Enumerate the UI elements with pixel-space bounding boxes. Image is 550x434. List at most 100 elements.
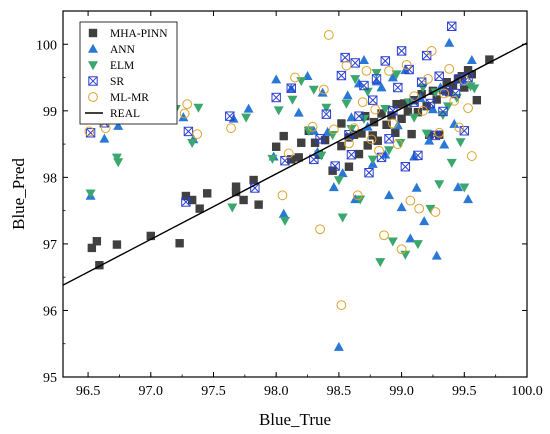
data-point-ann (243, 103, 254, 113)
data-point-ann (99, 133, 110, 143)
data-point-ann (308, 125, 319, 135)
data-point-elm (287, 95, 298, 105)
data-point-ml-mr (449, 95, 460, 106)
data-point-elm (384, 146, 395, 156)
data-point-elm (469, 84, 480, 94)
data-point-ml-mr (290, 72, 300, 83)
data-point-sr (416, 77, 427, 87)
data-point-ann (411, 182, 422, 192)
data-point-ml-mr (444, 63, 455, 74)
legend-label-real: REAL (110, 108, 140, 120)
data-point-elm (193, 103, 204, 113)
data-point-mha-pinn (357, 129, 366, 138)
data-point-elm (358, 115, 369, 125)
x-tick-label: 96.5 (76, 384, 101, 399)
data-point-ml-mr (396, 244, 407, 255)
data-point-mha-pinn (271, 142, 281, 151)
data-point-mha-pinn (382, 120, 391, 129)
data-point-mha-pinn (231, 187, 241, 197)
data-point-ann (449, 118, 460, 128)
data-point-ml-mr (434, 127, 445, 138)
data-point-mha-pinn (231, 182, 241, 191)
data-point-mha-pinn (337, 119, 346, 128)
data-point-mha-pinn (391, 128, 400, 137)
data-point-ann (384, 190, 395, 200)
legend-marker-mha-pinn (88, 28, 98, 38)
data-point-ml-mr (466, 151, 477, 161)
data-point-sr (393, 82, 403, 93)
data-point-ml-mr (357, 97, 368, 108)
data-point-mha-pinn (254, 200, 263, 209)
data-point-mha-pinn (146, 231, 155, 241)
data-point-ann (424, 135, 435, 145)
data-point-ann (317, 87, 328, 97)
data-point-sr (350, 58, 360, 68)
legend-label-mha-pinn: MHA-PINN (110, 28, 168, 40)
data-point-elm (350, 75, 361, 85)
data-point-sr (183, 126, 194, 137)
y-tick-label: 97 (43, 238, 57, 253)
data-point-ml-mr (307, 121, 318, 132)
data-point-mha-pinn (349, 130, 359, 139)
legend-marker-ml-mr (88, 92, 98, 102)
plot-area (63, 21, 527, 351)
data-point-ml-mr (328, 124, 339, 135)
reference-line-real (63, 42, 527, 286)
data-point-ann (419, 216, 430, 226)
y-axis-label: Blue_Pred (9, 158, 28, 230)
data-point-ann (113, 120, 124, 130)
data-point-ml-mr (379, 230, 389, 241)
data-point-mha-pinn (424, 130, 434, 139)
y-tick-label: 96 (43, 304, 57, 319)
data-point-ann (405, 233, 416, 243)
data-point-elm (375, 258, 386, 268)
data-point-mha-pinn (112, 240, 122, 249)
data-point-elm (421, 129, 432, 139)
legend-marker-elm (88, 61, 98, 71)
data-point-elm (355, 195, 366, 205)
data-point-mha-pinn (460, 83, 469, 92)
data-point-ann (439, 139, 450, 149)
x-tick-label: 99.0 (389, 384, 414, 399)
data-point-ann (353, 78, 364, 88)
data-point-mha-pinn (399, 99, 409, 108)
data-point-elm (327, 130, 338, 140)
data-point-ml-mr (409, 91, 420, 102)
data-point-ml-mr (370, 104, 381, 115)
data-point-elm (400, 250, 411, 260)
data-point-ml-mr (392, 139, 403, 149)
data-point-ml-mr (374, 145, 384, 156)
data-point-mha-pinn (181, 191, 191, 201)
data-point-mha-pinn (417, 89, 426, 99)
data-point-ann (427, 104, 438, 114)
data-point-elm (387, 237, 398, 247)
data-point-mha-pinn (294, 153, 303, 162)
data-point-elm (267, 154, 278, 164)
data-point-sr (181, 197, 191, 207)
y-tick-label: 99 (43, 105, 57, 120)
x-tick-label: 100.0 (511, 384, 543, 399)
data-point-ml-mr (318, 84, 329, 95)
data-point-elm (430, 88, 441, 98)
x-tick-label: 98.0 (264, 384, 289, 399)
data-point-sr (371, 74, 382, 84)
data-point-mha-pinn (337, 141, 346, 151)
data-point-sr (225, 111, 235, 121)
y-tick-label: 100 (36, 38, 57, 53)
data-point-ann (358, 55, 369, 65)
data-point-mha-pinn (413, 107, 423, 117)
data-point-sr (359, 80, 369, 91)
data-point-mha-pinn (239, 195, 248, 205)
data-point-elm (442, 102, 453, 112)
data-point-sr (421, 50, 432, 61)
data-point-ml-mr (426, 46, 437, 56)
data-point-elm (227, 203, 238, 213)
data-point-ml-mr (463, 103, 473, 114)
data-point-sr (425, 98, 436, 109)
data-point-ann (333, 341, 344, 351)
data-point-ml-mr (100, 123, 111, 134)
x-tick-label: 98.5 (327, 384, 352, 399)
data-point-elm (434, 180, 445, 190)
data-point-sr (330, 161, 340, 171)
data-point-elm (308, 85, 319, 95)
